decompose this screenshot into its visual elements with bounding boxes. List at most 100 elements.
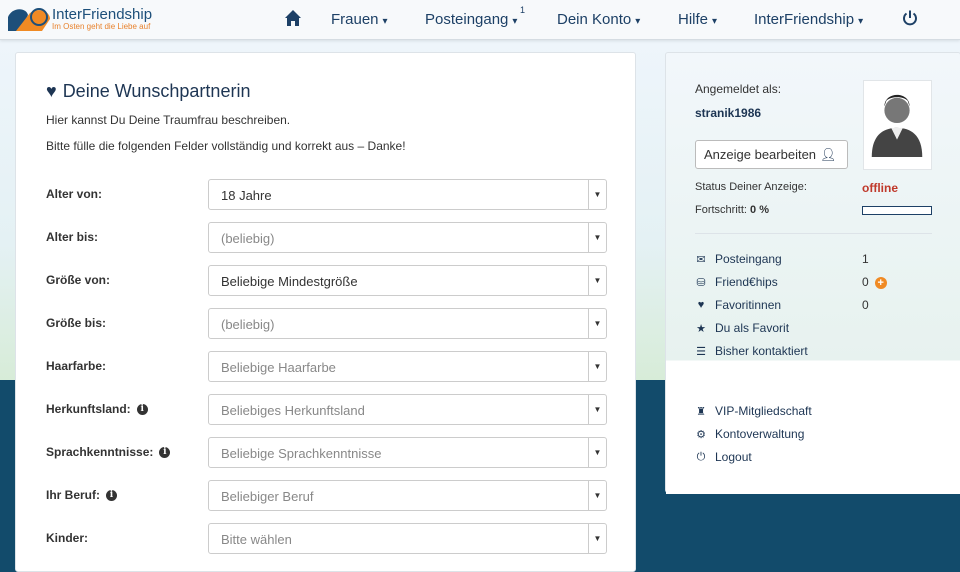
count-value: 0 [862, 275, 869, 289]
edit-ad-button[interactable]: Anzeige bearbeiten 👤︎ [695, 140, 848, 169]
power-icon[interactable] [901, 9, 919, 27]
posteingang-badge: 1 [520, 5, 526, 15]
heart-icon: ♥ [46, 81, 57, 101]
info-icon[interactable]: i [106, 489, 117, 501]
field-select[interactable]: Beliebige Haarfarbe ▼ [208, 351, 607, 382]
page-title-text: Deine Wunschpartnerin [62, 81, 251, 101]
sidebar-link-label: Bisher kontaktiert [715, 344, 808, 358]
caret-down-icon: ▼ [588, 309, 606, 338]
field-select[interactable]: Bitte wählen ▼ [208, 523, 607, 554]
brand-logo[interactable]: InterFriendship Im Osten geht die Liebe … [6, 5, 152, 33]
caret-down-icon: ▼ [588, 524, 606, 553]
sidebar-link[interactable]: ♜ VIP-Mitgliedschaft [695, 404, 812, 418]
caret-down-icon: ▼ [588, 180, 606, 209]
form-row: Sprachkenntnisse: i Beliebige Sprachkennt… [46, 437, 607, 468]
nav-label: Dein Konto [557, 11, 632, 28]
caret-down-icon: ▼ [588, 438, 606, 467]
select-value: (beliebig) [221, 231, 275, 246]
caret-down-icon: ▼ [588, 481, 606, 510]
field-label-text: Herkunftsland: [46, 402, 131, 416]
nav-label: Hilfe [678, 11, 709, 28]
field-select[interactable]: Beliebige Sprachkenntnisse ▼ [208, 437, 607, 468]
logo-mark-icon [8, 8, 50, 32]
select-value: Beliebige Sprachkenntnisse [221, 446, 382, 461]
sidebar-link[interactable]: ♥ Favoritinnen [695, 298, 781, 312]
field-label-text: Alter bis: [46, 230, 99, 244]
select-value: Beliebiges Herkunftsland [221, 403, 365, 418]
sidebar-link[interactable]: ✉ Posteingang [695, 252, 781, 266]
caret-down-icon: ▾ [858, 16, 864, 27]
select-value: Beliebige Mindestgröße [221, 274, 358, 289]
sidebar-link-label: Kontoverwaltung [715, 427, 805, 441]
brand-tagline: Im Osten geht die Liebe auf [52, 22, 151, 31]
page-title: ♥ Deine Wunschpartnerin [46, 81, 250, 102]
coins-icon: ⛁ [696, 276, 706, 289]
progress-bar [862, 206, 932, 215]
field-label: Alter bis: [46, 230, 98, 244]
field-label-text: Ihr Beruf: [46, 488, 100, 502]
caret-down-icon: ▾ [512, 16, 518, 27]
sidebar-link-label: Favoritinnen [715, 298, 782, 312]
avatar[interactable] [863, 80, 932, 170]
field-label: Kinder: [46, 531, 88, 545]
sidebar-link[interactable]: ☰ Bisher kontaktiert [695, 344, 808, 358]
select-value: (beliebig) [221, 317, 275, 332]
nav-label: Posteingang [425, 11, 509, 28]
sidebar-count: 0 + [862, 275, 887, 289]
field-select[interactable]: 18 Jahre ▼ [208, 179, 607, 210]
sidebar-count: 1 [862, 252, 869, 266]
form-row: Alter von: 18 Jahre ▼ [46, 179, 607, 210]
sidebar-link-label: Du als Favorit [715, 321, 790, 335]
field-select[interactable]: Beliebige Mindestgröße ▼ [208, 265, 607, 296]
field-select[interactable]: Beliebiger Beruf ▼ [208, 480, 607, 511]
intro-text: Hier kannst Du Deine Traumfrau beschreib… [46, 113, 291, 127]
heart-icon: ♥ [697, 299, 705, 311]
field-label-text: Kinder: [46, 531, 88, 545]
nav-frauen[interactable]: Frauen ▾ [331, 11, 388, 28]
sidebar-link[interactable]: ★ Du als Favorit [695, 321, 789, 335]
select-value: Beliebiger Beruf [221, 489, 314, 504]
plus-circle-icon[interactable]: + [874, 277, 887, 289]
edit-ad-label: Anzeige bearbeiten [704, 147, 817, 162]
sidebar-links-section [666, 381, 960, 494]
nav-label: Frauen [331, 11, 379, 28]
gear-icon: ⚙ [696, 428, 706, 441]
select-value: Bitte wählen [221, 532, 292, 547]
user-icon: 👤︎ [820, 146, 837, 162]
sidebar-link[interactable]: ⛁ Friend€hips [695, 275, 778, 289]
form-row: Alter bis: (beliebig) ▼ [46, 222, 607, 253]
nav-interfriendship[interactable]: InterFriendship ▾ [754, 11, 863, 28]
sidebar-link[interactable]: ⏻ Logout [695, 450, 752, 464]
sidebar-link-label: Friend€hips [715, 275, 778, 289]
nav-dein-konto[interactable]: Dein Konto ▾ [557, 11, 640, 28]
sidebar-link[interactable]: ⚙ Kontoverwaltung [695, 427, 804, 441]
star-icon: ★ [696, 322, 706, 335]
info-icon[interactable]: i [136, 403, 148, 415]
field-label-text: Haarfarbe: [46, 359, 107, 373]
instructions-text: Bitte fülle die folgenden Felder vollstä… [46, 139, 406, 153]
field-select[interactable]: (beliebig) ▼ [208, 308, 607, 339]
account-sidebar: Angemeldet als: stranik1986 Anzeige bear… [665, 52, 960, 494]
field-select[interactable]: (beliebig) ▼ [208, 222, 607, 253]
field-label: Ihr Beruf: i [46, 488, 117, 502]
top-navbar: InterFriendship Im Osten geht die Liebe … [0, 0, 960, 40]
form-row: Größe von: Beliebige Mindestgröße ▼ [46, 265, 607, 296]
field-label: Alter von: [46, 187, 102, 201]
progress-value: 0 % [750, 204, 769, 216]
field-label: Herkunftsland: i [46, 402, 148, 416]
user-avatar-icon [871, 94, 923, 158]
home-icon[interactable] [284, 9, 302, 27]
form-row: Ihr Beruf: i Beliebiger Beruf ▼ [46, 480, 607, 511]
vip-icon: ♜ [696, 405, 706, 418]
field-select[interactable]: Beliebiges Herkunftsland ▼ [208, 394, 607, 425]
form-row: Haarfarbe: Beliebige Haarfarbe ▼ [46, 351, 607, 382]
nav-posteingang[interactable]: Posteingang ▾ [425, 11, 517, 28]
form-row: Größe bis: (beliebig) ▼ [46, 308, 607, 339]
status-label: Status Deiner Anzeige: [695, 181, 807, 193]
nav-hilfe[interactable]: Hilfe ▾ [678, 11, 717, 28]
nav-label: InterFriendship [754, 11, 855, 28]
sidebar-count: 0 [862, 298, 869, 312]
info-icon[interactable]: i [159, 446, 171, 458]
field-label: Haarfarbe: [46, 359, 106, 373]
status-value: offline [862, 181, 898, 195]
